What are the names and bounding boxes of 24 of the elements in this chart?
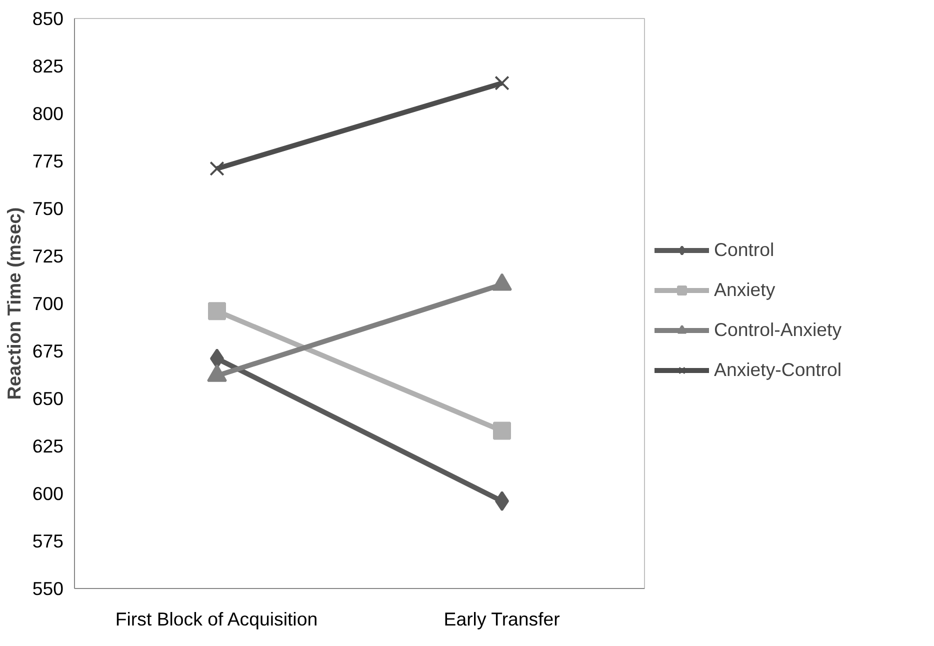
y-tick-label: 775 [32, 150, 64, 172]
legend-label: Anxiety-Control [714, 359, 842, 381]
y-tick-label: 625 [32, 436, 64, 456]
legend-label: Control-Anxiety [714, 319, 842, 341]
legend-label: Anxiety [714, 279, 776, 301]
y-tick-label: 700 [32, 293, 64, 314]
point [494, 76, 510, 90]
x-tick-label: Early Transfer [444, 608, 560, 630]
point [210, 161, 224, 176]
y-tick-label: 725 [32, 246, 64, 266]
point [493, 422, 511, 440]
y-tick-label: 800 [32, 103, 64, 124]
y-tick-label: 650 [32, 388, 64, 409]
y-tick-label: 600 [32, 483, 64, 504]
point [208, 302, 226, 320]
y-tick-label: 850 [32, 8, 64, 29]
y-tick-label: 675 [32, 340, 64, 362]
y-tick-label: 550 [32, 578, 64, 599]
x-tick-label: First Block of Acquisition [115, 608, 318, 630]
y-tick-label: 575 [32, 530, 64, 552]
legend-label: Control [714, 239, 774, 261]
y-axis-title: Reaction Time (msec) [3, 207, 24, 400]
y-tick-label: 750 [32, 198, 64, 219]
y-tick-label: 825 [32, 56, 64, 76]
